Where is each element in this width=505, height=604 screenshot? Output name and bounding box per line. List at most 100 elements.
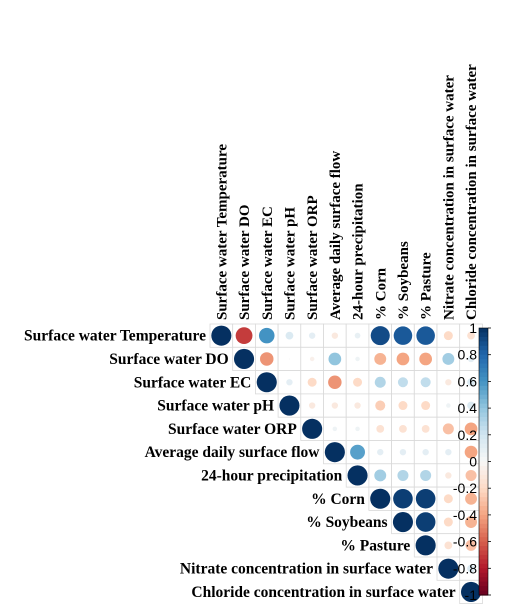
row-label-24-hour-precipitation: 24-hour precipitation: [201, 467, 342, 484]
column-label-surface-water-temperature: Surface water Temperature: [214, 144, 230, 320]
corr-circle-average-daily-surface-flow-vs-pct-pasture: [422, 448, 429, 456]
colorbar-segment: [479, 359, 488, 365]
corr-circle-24-hour-precipitation-vs-chloride-concentration-in-surface-water: [465, 469, 477, 481]
corr-circle-24-hour-precipitation-vs-24-hour-precipitation: [347, 465, 368, 486]
corr-circle-surface-water-ph-vs-pct-corn: [375, 400, 386, 411]
corr-circle-surface-water-orp-vs-average-daily-surface-flow: [332, 426, 338, 432]
corr-circle-surface-water-orp-vs-surface-water-orp: [302, 418, 323, 439]
corr-circle-surface-water-orp-vs-24-hour-precipitation: [355, 426, 360, 432]
colorbar-segment: [479, 577, 488, 583]
corr-circle-surface-water-temperature-vs-pct-pasture: [416, 326, 435, 345]
corr-circle-surface-water-temperature-vs-average-daily-surface-flow: [331, 332, 339, 339]
colorbar-segment: [479, 488, 488, 494]
colorbar-segment: [479, 341, 488, 347]
colorbar-segment: [479, 492, 488, 498]
corr-circle-surface-water-ec-vs-average-daily-surface-flow: [328, 375, 342, 389]
corr-circle-surface-water-do-vs-chloride-concentration-in-surface-water: [467, 355, 475, 363]
colorbar-segment: [479, 483, 488, 489]
corr-circle-surface-water-do-vs-nitrate-concentration-in-surface-water: [442, 353, 455, 365]
row-labels: Surface water Temperature Surface water D…: [24, 328, 456, 601]
column-label-surface-water-orp: Surface water ORP: [305, 195, 321, 320]
corr-circle-24-hour-precipitation-vs-pct-corn: [374, 469, 387, 482]
colorbar-segment: [479, 452, 488, 458]
column-label-chloride-concentration-in-surface-water: Chloride concentration in surface water: [464, 64, 480, 320]
row-label-chloride-concentration-in-surface-water: Chloride concentration in surface water: [191, 584, 455, 601]
colorbar-segment: [479, 421, 488, 427]
colorbar-tick-label: 0.6: [458, 373, 478, 389]
row-label-surface-water-do: Surface water DO: [109, 351, 228, 368]
corr-circle-surface-water-orp-vs-pct-corn: [376, 424, 385, 433]
column-label-pct-pasture: % Pasture: [419, 252, 435, 320]
corr-circle-average-daily-surface-flow-vs-nitrate-concentration-in-surface-water: [445, 448, 452, 456]
corr-circle-pct-soybeans-vs-chloride-concentration-in-surface-water: [465, 516, 477, 528]
colorbar-segment: [479, 554, 488, 560]
colorbar-segment: [479, 528, 488, 534]
colorbar-segment: [479, 430, 488, 436]
colorbar-tick-label: 0.8: [458, 347, 478, 363]
colorbar-segment: [479, 532, 488, 538]
colorbar-segment: [479, 590, 488, 596]
corr-circle-average-daily-surface-flow-vs-pct-corn: [377, 448, 384, 456]
corr-circle-surface-water-ec-vs-pct-corn: [374, 376, 386, 388]
corr-circle-pct-pasture-vs-nitrate-concentration-in-surface-water: [444, 541, 453, 550]
corr-circle-surface-water-ph-vs-surface-water-ph: [279, 395, 300, 416]
corr-circle-surface-water-ec-vs-surface-water-orp: [307, 377, 317, 387]
colorbar-segment: [479, 550, 488, 556]
corr-circle-surface-water-ph-vs-chloride-concentration-in-surface-water: [467, 401, 475, 410]
colorbar-tick-label: 0: [469, 454, 477, 470]
column-label-surface-water-ec: Surface water EC: [260, 206, 276, 320]
colorbar-segment: [479, 461, 488, 467]
corr-circle-surface-water-ec-vs-surface-water-ec: [256, 372, 277, 393]
column-label-pct-soybeans: % Soybeans: [396, 241, 412, 320]
corr-circle-24-hour-precipitation-vs-pct-soybeans: [397, 469, 409, 481]
colorbar-segment: [479, 408, 488, 414]
colorbar-segment: [479, 336, 488, 342]
row-label-nitrate-concentration-in-surface-water: Nitrate concentration in surface water: [180, 561, 433, 578]
corr-circle-nitrate-concentration-in-surface-water-vs-nitrate-concentration-in-surface-water: [438, 558, 459, 579]
colorbar-segment: [479, 586, 488, 592]
corr-circle-surface-water-temperature-vs-surface-water-do: [235, 327, 253, 345]
row-label-surface-water-orp: Surface water ORP: [168, 421, 297, 438]
corr-circle-pct-pasture-vs-pct-pasture: [415, 535, 436, 556]
corr-circle-average-daily-surface-flow-vs-chloride-concentration-in-surface-water: [464, 445, 478, 459]
corr-circle-surface-water-orp-vs-pct-pasture: [421, 424, 430, 433]
colorbar-tick-label: 0.4: [458, 400, 478, 416]
column-labels: Surface water Temperature Surface water D…: [214, 64, 480, 320]
colorbar-segment: [479, 425, 488, 431]
corr-circle-surface-water-do-vs-average-daily-surface-flow: [328, 352, 342, 366]
corr-circle-surface-water-ph-vs-average-daily-surface-flow: [331, 402, 339, 409]
corr-circle-surface-water-do-vs-surface-water-orp: [309, 356, 315, 362]
corr-circle-surface-water-ec-vs-pct-soybeans: [397, 377, 408, 388]
corr-circle-surface-water-temperature-vs-pct-corn: [370, 326, 390, 346]
colorbar-segment: [479, 332, 488, 338]
row-label-pct-pasture: % Pasture: [340, 537, 410, 554]
colorbar-tick-label: -1: [465, 587, 478, 603]
corr-circle-surface-water-ph-vs-pct-soybeans: [398, 401, 408, 411]
corr-circle-chloride-concentration-in-surface-water-vs-chloride-concentration-in-surface-water: [461, 581, 482, 602]
corr-circle-surface-water-do-vs-surface-water-ph: [288, 358, 291, 360]
corr-circle-surface-water-do-vs-pct-soybeans: [396, 352, 410, 366]
colorbar-segment: [479, 363, 488, 369]
column-label-24-hour-precipitation: 24-hour precipitation: [351, 183, 367, 320]
colorbar-segment: [479, 572, 488, 578]
corr-circle-24-hour-precipitation-vs-nitrate-concentration-in-surface-water: [445, 472, 452, 479]
colorbar: 1 0.8 0.6 0.4 0.2 0 -0.2 -0.4 -0.6 -0.8 -1: [453, 320, 491, 603]
column-label-pct-corn: % Corn: [373, 267, 389, 320]
corr-circle-surface-water-do-vs-surface-water-ec: [260, 352, 274, 366]
row-label-surface-water-temperature: Surface water Temperature: [24, 328, 206, 345]
corr-circle-average-daily-surface-flow-vs-average-daily-surface-flow: [324, 442, 345, 463]
colorbar-segment: [479, 394, 488, 400]
corr-circle-surface-water-do-vs-pct-pasture: [419, 352, 433, 366]
matrix-cells: [209, 323, 483, 604]
corr-circle-pct-corn-vs-chloride-concentration-in-surface-water: [465, 492, 477, 505]
colorbar-segment: [479, 497, 488, 503]
colorbar-segment: [479, 474, 488, 480]
colorbar-segment: [479, 510, 488, 516]
corr-circle-surface-water-temperature-vs-surface-water-orp: [308, 332, 316, 339]
corr-circle-surface-water-orp-vs-pct-soybeans: [399, 424, 407, 433]
colorbar-segment: [479, 470, 488, 476]
corr-circle-surface-water-temperature-vs-surface-water-ph: [285, 331, 294, 340]
corr-circle-pct-soybeans-vs-pct-pasture: [415, 512, 436, 532]
row-label-average-daily-surface-flow: Average daily surface flow: [145, 444, 321, 461]
